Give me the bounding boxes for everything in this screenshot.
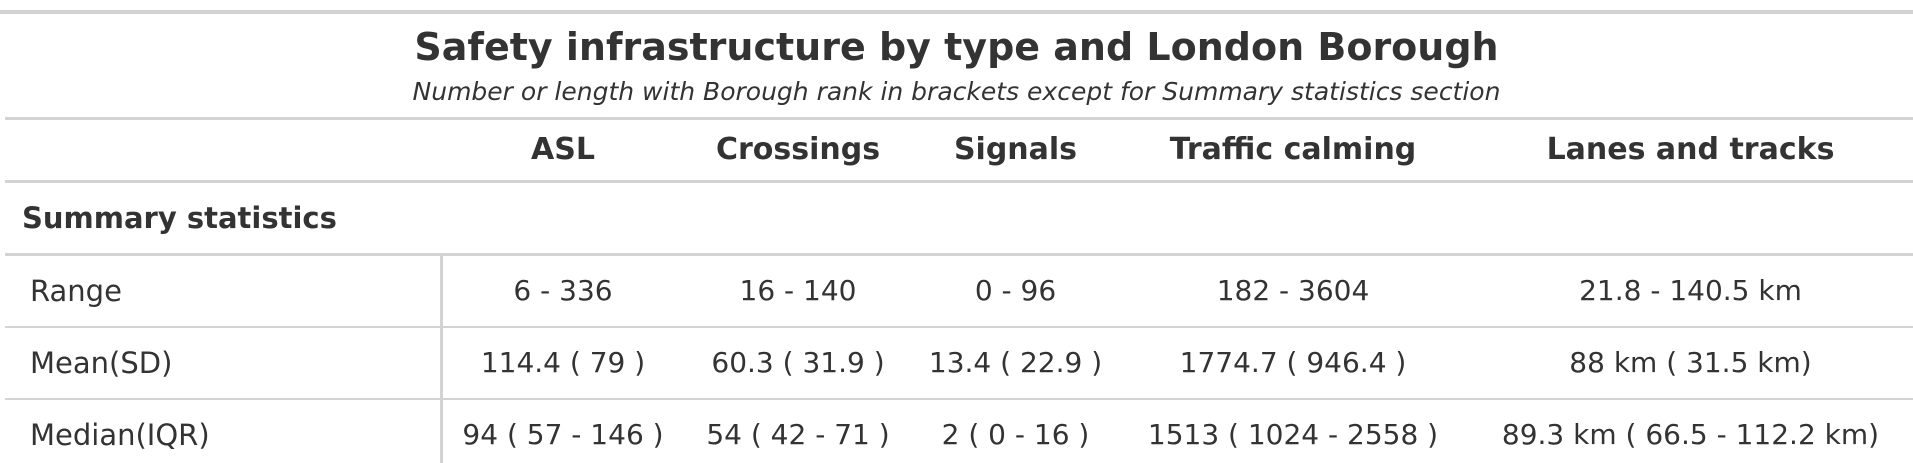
table-cell: 88 km ( 31.5 km): [1569, 346, 1812, 379]
table-row: Range 6 - 336 16 - 140 0 - 96 182 - 3604…: [0, 256, 1913, 326]
table-cell: 2 ( 0 - 16 ): [941, 418, 1090, 451]
table-cell: 0 - 96: [974, 274, 1057, 307]
table-cell: 13.4 ( 22.9 ): [928, 346, 1103, 379]
table-subtitle: Number or length with Borough rank in br…: [412, 77, 1501, 106]
row-label: Median(IQR): [30, 418, 210, 452]
table-row: Median(IQR) 94 ( 57 - 146 ) 54 ( 42 - 71…: [0, 400, 1913, 463]
table-cell: 1774.7 ( 946.4 ): [1179, 346, 1407, 379]
row-group-label: Summary statistics: [22, 201, 337, 235]
table-cell: 89.3 km ( 66.5 - 112.2 km): [1501, 418, 1880, 451]
column-header-lanes-and-tracks: Lanes and tracks: [1546, 132, 1835, 167]
row-label: Mean(SD): [30, 346, 173, 380]
row-divider: [5, 326, 1913, 328]
stub-column-divider: [440, 253, 443, 463]
table-title: Safety infrastructure by type and London…: [414, 25, 1499, 69]
row-label: Range: [30, 274, 122, 308]
group-divider: [5, 253, 1913, 256]
table-cell: 21.8 - 140.5 km: [1579, 274, 1802, 307]
column-header-crossings: Crossings: [715, 132, 881, 167]
column-header-asl: ASL: [531, 132, 595, 167]
table-row: Mean(SD) 114.4 ( 79 ) 60.3 ( 31.9 ) 13.4…: [0, 328, 1913, 398]
column-header-signals: Signals: [953, 132, 1078, 167]
table-cell: 16 - 140: [739, 274, 857, 307]
column-header-traffic-calming: Traffic calming: [1169, 132, 1417, 167]
table-top-border: [0, 10, 1913, 14]
table-cell: 60.3 ( 31.9 ): [711, 346, 885, 379]
table-cell: 6 - 336: [513, 274, 613, 307]
table-cell: 1513 ( 1024 - 2558 ): [1147, 418, 1439, 451]
header-top-divider: [5, 117, 1913, 120]
table-cell: 114.4 ( 79 ): [480, 346, 646, 379]
row-divider: [5, 398, 1913, 400]
table-cell: 94 ( 57 - 146 ): [462, 418, 664, 451]
table-cell: 54 ( 42 - 71 ): [706, 418, 890, 451]
header-bottom-divider: [5, 180, 1913, 183]
table-cell: 182 - 3604: [1216, 274, 1370, 307]
